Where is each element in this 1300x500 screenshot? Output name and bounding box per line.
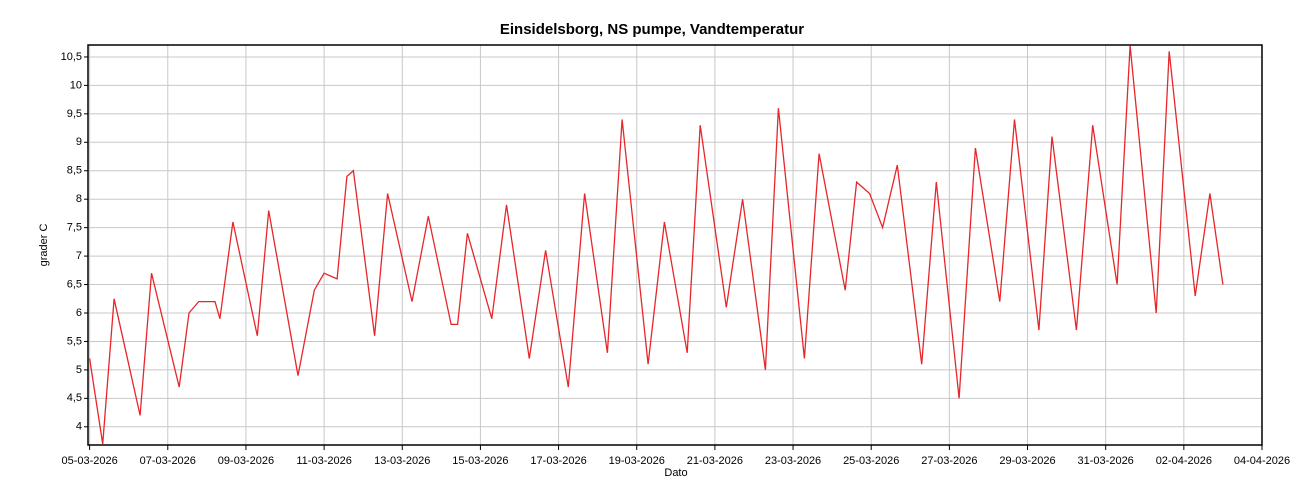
x-tick-label: 31-03-2026 (1078, 455, 1134, 467)
x-tick-label: 05-03-2026 (61, 455, 117, 467)
x-tick-label: 23-03-2026 (765, 455, 821, 467)
x-tick-label: 27-03-2026 (921, 455, 977, 467)
x-tick-label: 15-03-2026 (452, 455, 508, 467)
y-tick-label: 5 (76, 364, 82, 376)
x-tick-label: 17-03-2026 (530, 455, 586, 467)
y-axis-label: grader C (38, 224, 50, 267)
x-tick-label: 13-03-2026 (374, 455, 430, 467)
y-tick-label: 9 (76, 136, 82, 148)
y-tick-label: 7,5 (67, 222, 82, 234)
y-tick-label: 8,5 (67, 165, 82, 177)
x-tick-label: 07-03-2026 (140, 455, 196, 467)
y-tick-label: 6 (76, 307, 82, 319)
x-tick-label: 21-03-2026 (687, 455, 743, 467)
x-tick-label: 29-03-2026 (999, 455, 1055, 467)
y-tick-label: 5,5 (67, 335, 82, 347)
y-tick-label: 4 (76, 421, 82, 433)
chart-title: Einsidelsborg, NS pumpe, Vandtemperatur (500, 21, 804, 38)
y-tick-label: 7 (76, 250, 82, 262)
x-tick-label: 04-04-2026 (1234, 455, 1290, 467)
x-tick-label: 11-03-2026 (296, 455, 351, 467)
x-axis-label: Dato (664, 467, 687, 479)
y-tick-label: 8 (76, 193, 82, 205)
plot-frame (87, 44, 1263, 446)
y-tick-label: 6,5 (67, 278, 82, 290)
x-tick-label: 09-03-2026 (218, 455, 274, 467)
y-tick-label: 10,5 (61, 51, 82, 63)
y-tick-label: 9,5 (67, 108, 82, 120)
y-tick-label: 10 (70, 79, 82, 91)
y-tick-label: 4,5 (67, 392, 82, 404)
data-line (88, 45, 1224, 444)
x-tick-label: 02-04-2026 (1156, 455, 1212, 467)
x-tick-label: 25-03-2026 (843, 455, 899, 467)
x-tick-label: 19-03-2026 (609, 455, 665, 467)
